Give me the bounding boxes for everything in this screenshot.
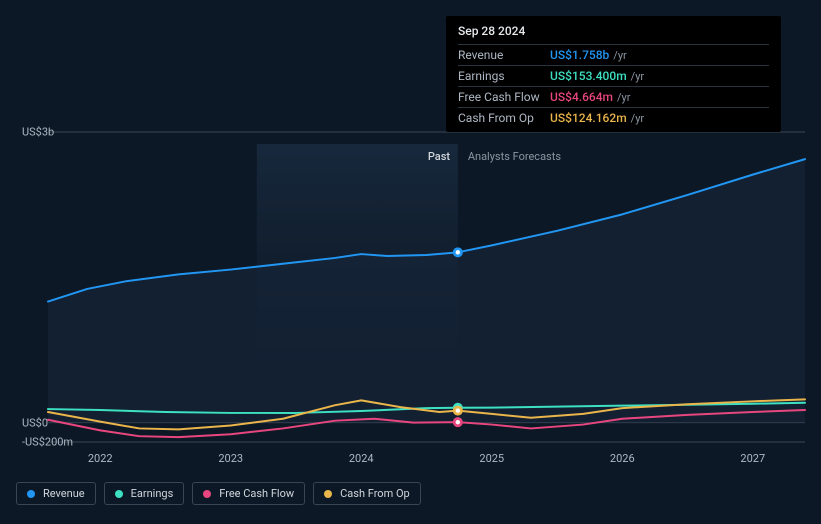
legend-swatch [27, 490, 35, 498]
legend-label: Cash From Op [340, 487, 410, 500]
tooltip-value: US$153.400m [550, 69, 627, 83]
legend: Revenue Earnings Free Cash Flow Cash Fro… [16, 482, 421, 505]
legend-item-revenue[interactable]: Revenue [16, 482, 96, 505]
past-section-label: Past [428, 150, 450, 163]
tooltip-unit: /yr [631, 112, 644, 125]
financials-chart: US$3b US$0 -US$200m 2022 2023 2024 2025 … [0, 0, 821, 524]
tooltip-unit: /yr [617, 91, 630, 104]
legend-label: Earnings [131, 487, 174, 500]
forecast-section-label: Analysts Forecasts [468, 150, 561, 163]
x-tick-label: 2027 [740, 452, 765, 465]
legend-item-cfo[interactable]: Cash From Op [313, 482, 421, 505]
tooltip-label: Revenue [458, 48, 550, 62]
y-tick-label: US$0 [22, 416, 48, 429]
tooltip-row-fcf: Free Cash Flow US$4.664m /yr [458, 86, 769, 107]
hover-tooltip: Sep 28 2024 Revenue US$1.758b /yr Earnin… [446, 16, 781, 132]
y-tick-label: -US$200m [22, 436, 73, 449]
tooltip-row-cfo: Cash From Op US$124.162m /yr [458, 107, 769, 128]
legend-swatch [324, 490, 332, 498]
x-tick-label: 2024 [349, 452, 374, 465]
legend-item-earnings[interactable]: Earnings [104, 482, 185, 505]
x-tick-label: 2025 [479, 452, 504, 465]
x-tick-label: 2023 [218, 452, 243, 465]
legend-label: Revenue [43, 487, 85, 500]
tooltip-row-earnings: Earnings US$153.400m /yr [458, 65, 769, 86]
tooltip-value: US$124.162m [550, 111, 627, 125]
y-tick-label: US$3b [22, 126, 54, 139]
tooltip-value: US$4.664m [550, 90, 613, 104]
legend-swatch [115, 490, 123, 498]
tooltip-label: Earnings [458, 69, 550, 83]
legend-item-fcf[interactable]: Free Cash Flow [192, 482, 305, 505]
tooltip-unit: /yr [631, 70, 644, 83]
tooltip-row-revenue: Revenue US$1.758b /yr [458, 44, 769, 65]
x-tick-label: 2022 [88, 452, 113, 465]
legend-label: Free Cash Flow [219, 487, 294, 500]
legend-swatch [203, 490, 211, 498]
tooltip-value: US$1.758b [550, 48, 609, 62]
tooltip-date: Sep 28 2024 [458, 24, 769, 44]
tooltip-label: Cash From Op [458, 111, 550, 125]
tooltip-unit: /yr [613, 49, 626, 62]
x-tick-label: 2026 [610, 452, 635, 465]
tooltip-label: Free Cash Flow [458, 90, 550, 104]
